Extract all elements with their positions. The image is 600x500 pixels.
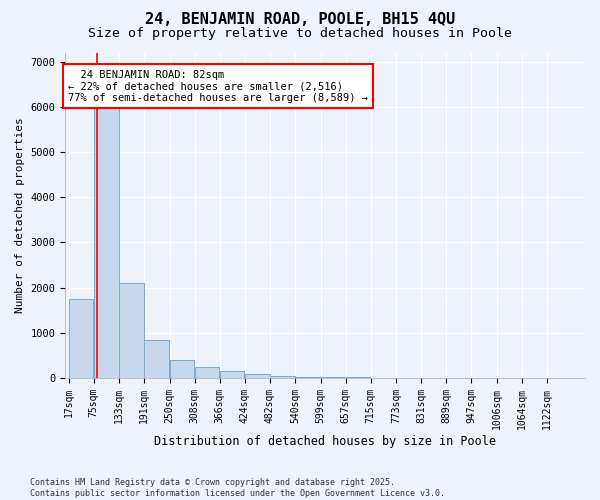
X-axis label: Distribution of detached houses by size in Poole: Distribution of detached houses by size … [154,434,496,448]
Bar [170,360,194,378]
Bar [145,340,169,378]
Bar [271,376,295,378]
Bar [295,376,320,378]
Bar [220,372,244,378]
Bar [69,299,94,378]
Bar [245,374,269,378]
Bar [119,283,143,378]
Text: 24, BENJAMIN ROAD, POOLE, BH15 4QU: 24, BENJAMIN ROAD, POOLE, BH15 4QU [145,12,455,28]
Bar [94,104,119,378]
Text: Size of property relative to detached houses in Poole: Size of property relative to detached ho… [88,28,512,40]
Text: 24 BENJAMIN ROAD: 82sqm
← 22% of detached houses are smaller (2,516)
77% of semi: 24 BENJAMIN ROAD: 82sqm ← 22% of detache… [68,70,368,103]
Y-axis label: Number of detached properties: Number of detached properties [15,118,25,313]
Text: Contains HM Land Registry data © Crown copyright and database right 2025.
Contai: Contains HM Land Registry data © Crown c… [30,478,445,498]
Bar [195,367,220,378]
Bar [321,377,345,378]
